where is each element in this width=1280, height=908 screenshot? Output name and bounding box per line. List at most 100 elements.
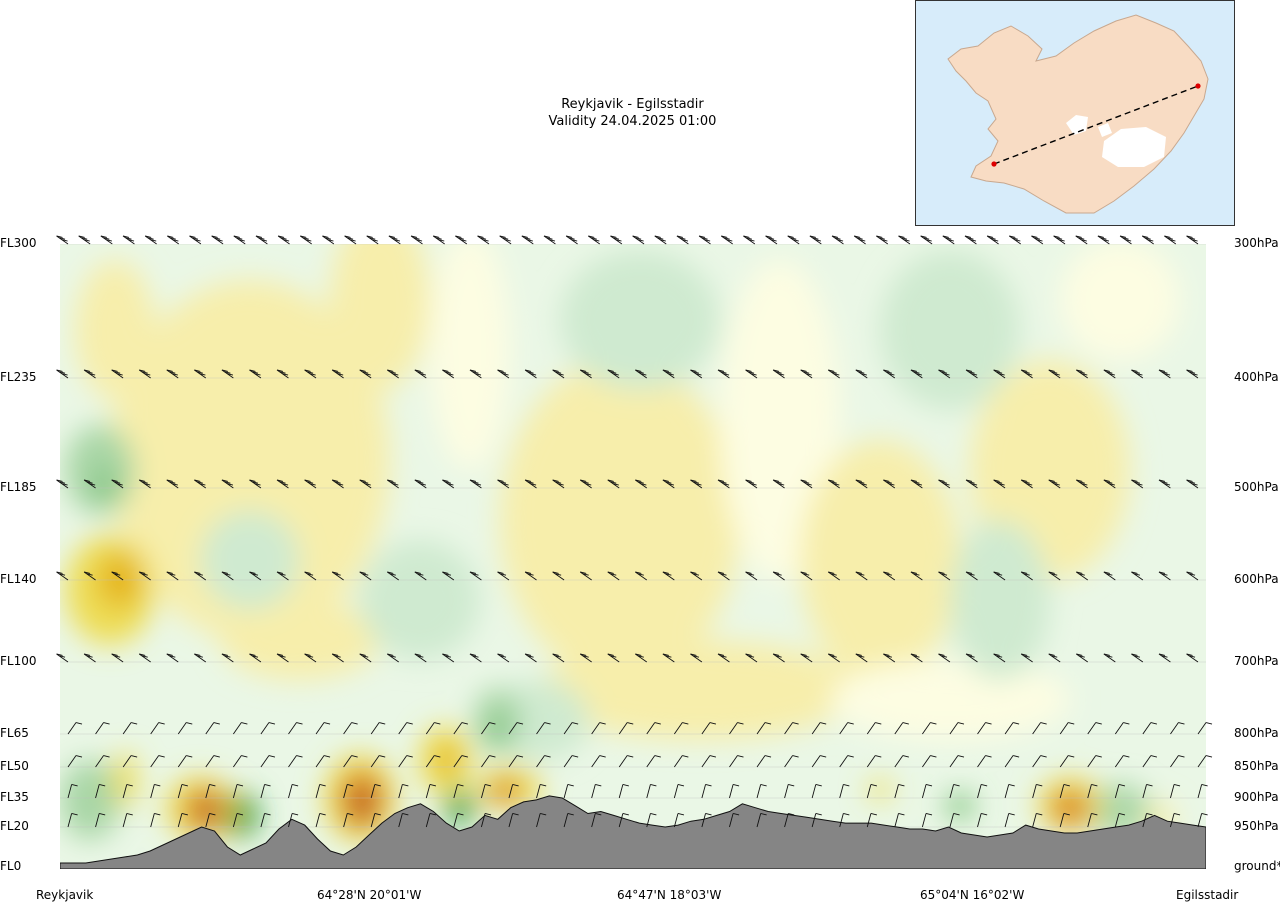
wind-barb-fl65-17 bbox=[536, 722, 551, 735]
wind-barb-fl20-11 bbox=[370, 813, 381, 828]
wind-barb-fl235-27 bbox=[800, 369, 813, 379]
fl-label-fl20: FL20 bbox=[0, 819, 29, 833]
contour-blob-26 bbox=[446, 790, 474, 826]
wind-barb-fl20-20 bbox=[618, 813, 629, 828]
wind-barb-fl300-36 bbox=[853, 235, 866, 245]
wind-barb-fl35-3 bbox=[150, 784, 161, 799]
wind-barb-fl65-33 bbox=[977, 722, 992, 735]
wind-barb-fl235-3 bbox=[138, 369, 151, 379]
wind-barb-fl235-6 bbox=[221, 369, 234, 379]
wind-barb-fl50-10 bbox=[343, 755, 358, 768]
wind-barb-fl35-14 bbox=[453, 784, 464, 799]
fl-label-fl0: FL0 bbox=[0, 859, 22, 873]
wind-barb-fl100-41 bbox=[1186, 653, 1199, 663]
contour-blob-42 bbox=[868, 780, 892, 800]
wind-barb-fl65-30 bbox=[894, 722, 909, 735]
wind-barb-fl65-35 bbox=[1032, 722, 1047, 735]
contour-blob-19 bbox=[200, 510, 300, 610]
wind-barb-fl140-21 bbox=[635, 571, 648, 581]
fl-label-fl65: FL65 bbox=[0, 726, 29, 740]
contour-blob-11 bbox=[220, 600, 380, 680]
wind-barb-fl235-23 bbox=[690, 369, 703, 379]
wind-barb-fl300-41 bbox=[964, 235, 977, 245]
wind-barb-fl100-0 bbox=[56, 653, 69, 663]
contour-blob-1 bbox=[110, 280, 390, 640]
wind-barb-fl65-25 bbox=[756, 722, 772, 735]
wind-barb-fl235-18 bbox=[552, 369, 565, 379]
wind-barb-fl300-39 bbox=[920, 235, 933, 245]
wind-barb-fl65-34 bbox=[1004, 722, 1020, 735]
wind-barb-fl140-7 bbox=[249, 571, 262, 581]
wind-barb-fl50-29 bbox=[866, 755, 882, 768]
wind-barb-fl140-36 bbox=[1048, 571, 1061, 581]
wind-barb-fl300-17 bbox=[432, 235, 445, 245]
wind-barb-fl140-35 bbox=[1020, 571, 1033, 581]
wind-barb-fl35-32 bbox=[949, 784, 960, 799]
location-label-0: Reykjavik bbox=[36, 888, 94, 902]
wind-barb-fl300-30 bbox=[720, 235, 733, 245]
wind-barb-fl20-7 bbox=[260, 813, 271, 828]
wind-barb-fl35-23 bbox=[701, 784, 712, 799]
wind-barb-fl50-0 bbox=[67, 755, 83, 768]
wind-barb-fl20-3 bbox=[150, 813, 161, 828]
fl-label-fl35: FL35 bbox=[0, 790, 29, 804]
wind-barb-fl20-4 bbox=[177, 813, 188, 828]
wind-barb-fl50-5 bbox=[205, 755, 220, 768]
wind-barb-fl235-22 bbox=[662, 369, 675, 379]
wind-barb-fl20-23 bbox=[701, 813, 712, 828]
wind-barb-fl300-20 bbox=[499, 235, 512, 245]
wind-barb-fl235-12 bbox=[387, 369, 399, 379]
wind-barb-fl20-37 bbox=[1087, 813, 1098, 828]
wind-barb-fl235-8 bbox=[276, 369, 289, 379]
wind-barb-fl140-28 bbox=[827, 571, 840, 581]
wind-barb-fl35-30 bbox=[894, 784, 905, 799]
wind-barb-fl20-8 bbox=[288, 813, 299, 828]
wind-barb-fl65-20 bbox=[618, 722, 634, 735]
wind-barb-fl300-19 bbox=[477, 235, 490, 245]
terrain-profile bbox=[60, 795, 1206, 869]
hpa-label-8: 950hPa bbox=[1234, 819, 1279, 833]
wind-barb-fl20-39 bbox=[1142, 813, 1153, 828]
hpa-label-6: 850hPa bbox=[1234, 759, 1279, 773]
wind-barb-fl100-8 bbox=[276, 653, 289, 663]
wind-barb-fl235-39 bbox=[1131, 369, 1144, 379]
wind-barb-fl65-19 bbox=[591, 722, 606, 735]
wind-barb-fl300-43 bbox=[1009, 235, 1022, 245]
wind-barb-fl50-19 bbox=[591, 755, 606, 768]
fl-label-fl235: FL235 bbox=[0, 370, 37, 384]
wind-barb-fl235-17 bbox=[524, 369, 537, 379]
contour-blob-16 bbox=[560, 250, 720, 390]
wind-barb-fl35-13 bbox=[425, 784, 437, 799]
wind-barb-fl300-16 bbox=[410, 235, 423, 245]
wind-barb-fl20-30 bbox=[894, 813, 905, 828]
wind-barb-fl100-10 bbox=[331, 653, 344, 663]
wind-barb-fl65-38 bbox=[1114, 722, 1130, 735]
wind-barb-fl65-41 bbox=[1197, 722, 1213, 735]
wind-barb-fl235-1 bbox=[83, 369, 96, 379]
wind-barb-fl100-37 bbox=[1076, 653, 1089, 663]
wind-barb-fl50-40 bbox=[1170, 755, 1185, 768]
glacier-hofsjokull bbox=[1098, 123, 1112, 137]
wind-barb-fl100-30 bbox=[883, 653, 896, 663]
wind-barb-fl140-22 bbox=[662, 571, 675, 581]
hpa-label-7: 900hPa bbox=[1234, 790, 1279, 804]
wind-barb-fl235-5 bbox=[194, 369, 207, 379]
contour-blob-15 bbox=[93, 473, 117, 497]
wind-barb-fl100-22 bbox=[662, 653, 675, 663]
wind-barb-fl35-4 bbox=[177, 784, 188, 799]
wind-barb-fl65-12 bbox=[398, 722, 413, 735]
wind-barb-fl20-13 bbox=[425, 813, 437, 828]
wind-barb-fl35-28 bbox=[839, 784, 850, 799]
wind-barb-fl235-30 bbox=[883, 369, 896, 379]
wind-barb-fl50-32 bbox=[949, 755, 965, 768]
wind-barb-fl185-38 bbox=[1103, 479, 1116, 489]
wind-barb-fl100-26 bbox=[772, 653, 785, 663]
wind-barb-fl300-24 bbox=[588, 235, 601, 245]
wind-barb-fl35-1 bbox=[95, 784, 106, 799]
wind-barb-fl300-18 bbox=[455, 235, 468, 245]
wind-barb-fl65-0 bbox=[67, 722, 83, 735]
wind-barb-fl185-26 bbox=[772, 479, 785, 489]
wind-barb-fl100-23 bbox=[690, 653, 703, 663]
wind-barb-fl65-28 bbox=[839, 722, 854, 735]
